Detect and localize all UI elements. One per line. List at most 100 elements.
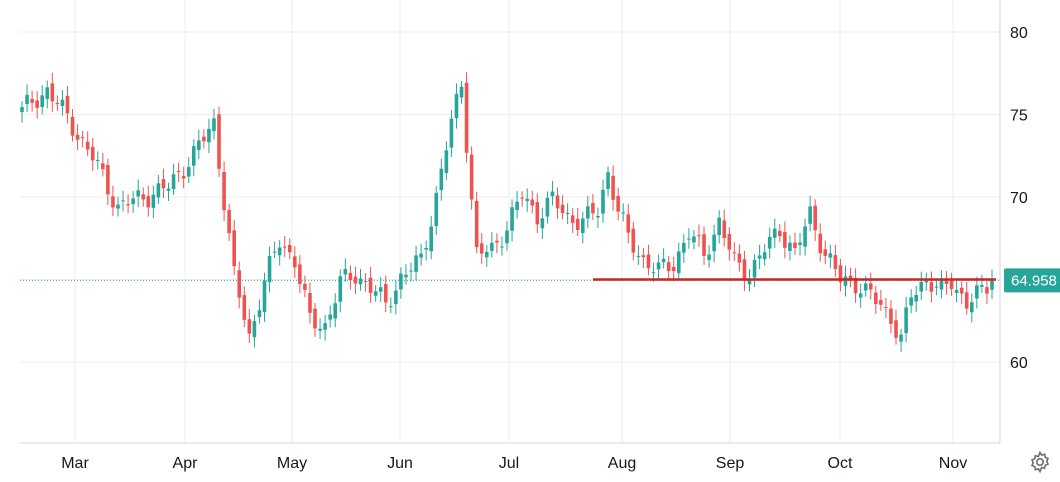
y-tick-label: 70 — [1010, 190, 1028, 207]
candle — [171, 163, 176, 195]
candle-body — [530, 199, 535, 206]
candle — [939, 270, 944, 299]
candle — [641, 247, 646, 268]
candle-body — [843, 276, 848, 286]
candle-body — [151, 194, 156, 208]
candle-body — [954, 289, 959, 293]
y-axis-labels: 6065707580 — [1010, 25, 1028, 372]
candle — [570, 208, 575, 233]
candle — [596, 207, 600, 228]
candle-body — [303, 283, 307, 290]
candle-body — [767, 236, 772, 249]
candle-body — [323, 323, 327, 330]
candle-body — [136, 190, 140, 197]
candle-body — [55, 102, 60, 105]
gear-icon[interactable] — [1028, 450, 1052, 474]
candle-body — [181, 175, 186, 179]
candle — [520, 191, 524, 207]
candle-body — [985, 287, 989, 294]
candle — [80, 130, 85, 148]
candle-body — [550, 191, 555, 197]
candle-body — [858, 293, 863, 298]
candle — [702, 226, 706, 265]
candle-body — [474, 200, 479, 248]
candle-body — [242, 295, 247, 320]
candle — [575, 208, 580, 237]
candle — [985, 280, 989, 305]
candle-body — [879, 299, 883, 305]
candle — [661, 248, 666, 269]
candle-body — [904, 307, 908, 334]
y-tick-label: 75 — [1010, 108, 1028, 125]
candle — [333, 293, 338, 328]
candle — [823, 240, 828, 265]
candle — [156, 174, 161, 204]
candle — [151, 185, 156, 219]
candle-body — [712, 234, 716, 252]
candle-body — [651, 272, 656, 274]
candle — [70, 108, 75, 142]
candle-body — [469, 154, 474, 200]
candle-body — [121, 200, 125, 202]
candle-body — [752, 260, 757, 278]
candle-body — [919, 281, 924, 292]
candle — [833, 244, 838, 277]
candle-body — [308, 292, 312, 313]
candle — [515, 191, 519, 219]
candle — [828, 244, 833, 269]
candle — [207, 118, 211, 154]
candle — [697, 224, 701, 247]
candle — [197, 129, 201, 160]
candle-body — [338, 276, 343, 302]
candle — [111, 185, 115, 217]
chart-grid — [20, 0, 1000, 443]
candle — [121, 190, 125, 212]
candle-body — [101, 163, 105, 170]
candle-body — [606, 172, 610, 189]
candle — [30, 90, 34, 112]
candle-body — [40, 95, 45, 107]
candle — [495, 233, 499, 254]
candle-body — [964, 292, 969, 309]
candle-body — [444, 150, 449, 173]
candle — [500, 236, 504, 256]
candle-body — [454, 94, 459, 119]
candle-body — [863, 283, 868, 291]
candle — [298, 255, 302, 294]
candle-body — [490, 242, 494, 251]
candle — [439, 158, 444, 201]
candle-body — [631, 228, 636, 253]
candle — [666, 255, 671, 282]
candle — [621, 203, 625, 222]
candle — [560, 195, 565, 220]
candle-body — [227, 209, 231, 234]
candle — [257, 299, 262, 324]
candle-body — [813, 205, 817, 231]
candle-body — [742, 259, 747, 281]
candle — [20, 101, 24, 123]
candle-body — [555, 195, 560, 209]
candle — [181, 166, 186, 189]
candle — [282, 235, 287, 258]
candle — [879, 289, 883, 311]
candle-body — [106, 165, 110, 195]
candle-body — [929, 282, 934, 292]
candle — [676, 242, 681, 280]
candle — [373, 285, 378, 302]
candle-body — [727, 233, 732, 250]
candle-body — [616, 195, 620, 212]
candle — [737, 244, 742, 272]
candle — [318, 318, 322, 339]
candle — [959, 281, 964, 304]
candle-body — [990, 280, 994, 290]
candle-body — [75, 134, 80, 140]
candle-body — [702, 234, 706, 256]
candle-body — [176, 170, 181, 172]
candle-body — [515, 201, 519, 211]
candle-body — [90, 146, 95, 161]
x-tick-label: Nov — [939, 455, 967, 472]
candle — [798, 233, 802, 256]
candle — [444, 141, 449, 181]
candle-body — [262, 280, 267, 312]
candle — [742, 250, 747, 291]
